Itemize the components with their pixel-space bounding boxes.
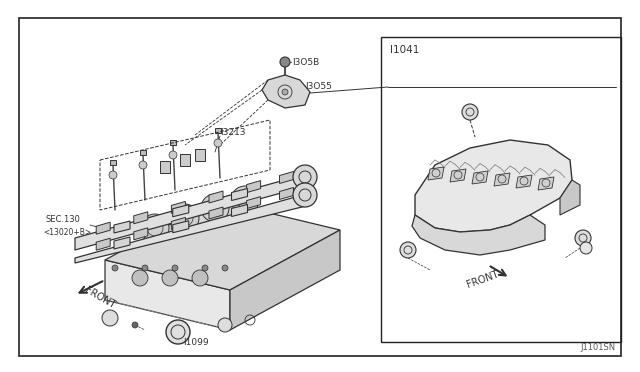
Circle shape	[201, 194, 229, 222]
Text: <13020+B>: <13020+B>	[43, 228, 91, 237]
Circle shape	[162, 270, 178, 286]
Polygon shape	[114, 237, 130, 249]
Text: FRONT: FRONT	[465, 269, 500, 289]
Circle shape	[280, 57, 290, 67]
Circle shape	[231, 186, 259, 214]
Polygon shape	[262, 75, 310, 108]
Polygon shape	[114, 221, 130, 233]
Polygon shape	[75, 173, 310, 250]
Circle shape	[171, 204, 199, 232]
Circle shape	[102, 310, 118, 326]
Text: I1041: I1041	[390, 45, 419, 55]
Text: J1101SN: J1101SN	[580, 343, 615, 352]
Circle shape	[462, 104, 478, 120]
Polygon shape	[415, 140, 572, 232]
Polygon shape	[96, 222, 110, 234]
Circle shape	[575, 230, 591, 246]
Polygon shape	[134, 228, 148, 240]
Text: FRONT: FRONT	[83, 285, 117, 310]
Polygon shape	[472, 171, 488, 184]
Circle shape	[192, 270, 208, 286]
Circle shape	[580, 242, 592, 254]
Polygon shape	[450, 169, 466, 182]
Polygon shape	[140, 150, 146, 155]
Polygon shape	[230, 230, 340, 330]
Polygon shape	[172, 201, 186, 214]
Polygon shape	[209, 207, 223, 219]
Polygon shape	[232, 205, 248, 217]
Circle shape	[214, 139, 222, 147]
Polygon shape	[160, 161, 170, 173]
Circle shape	[166, 320, 190, 344]
Polygon shape	[412, 215, 545, 255]
Polygon shape	[232, 189, 248, 201]
Polygon shape	[494, 173, 510, 186]
Polygon shape	[246, 180, 260, 193]
Circle shape	[142, 265, 148, 271]
Polygon shape	[180, 154, 190, 166]
Circle shape	[400, 242, 416, 258]
Polygon shape	[516, 175, 532, 188]
Circle shape	[202, 265, 208, 271]
Circle shape	[169, 151, 177, 159]
Polygon shape	[96, 238, 110, 250]
Text: SEC.130: SEC.130	[45, 215, 80, 224]
Polygon shape	[538, 177, 554, 190]
Polygon shape	[560, 180, 580, 215]
Circle shape	[132, 270, 148, 286]
Polygon shape	[215, 128, 221, 133]
Polygon shape	[209, 191, 223, 203]
Polygon shape	[280, 187, 294, 199]
Text: I3O55: I3O55	[305, 82, 332, 91]
Polygon shape	[173, 221, 189, 233]
Polygon shape	[246, 196, 260, 209]
Circle shape	[172, 265, 178, 271]
Polygon shape	[428, 167, 444, 180]
Text: I3213: I3213	[220, 128, 246, 137]
Circle shape	[139, 161, 147, 169]
Polygon shape	[105, 200, 340, 290]
Circle shape	[112, 265, 118, 271]
Polygon shape	[172, 217, 186, 230]
Circle shape	[109, 171, 117, 179]
Circle shape	[132, 322, 138, 328]
Polygon shape	[110, 160, 116, 165]
Polygon shape	[280, 171, 294, 183]
Circle shape	[282, 89, 288, 95]
Text: I1099: I1099	[183, 338, 209, 347]
Polygon shape	[170, 140, 176, 145]
Polygon shape	[134, 212, 148, 224]
Polygon shape	[75, 193, 310, 263]
Polygon shape	[173, 205, 189, 217]
Circle shape	[218, 318, 232, 332]
Text: I3O5B: I3O5B	[292, 58, 319, 67]
Circle shape	[141, 214, 169, 242]
Circle shape	[293, 183, 317, 207]
Polygon shape	[195, 149, 205, 161]
Circle shape	[293, 165, 317, 189]
Circle shape	[222, 265, 228, 271]
Polygon shape	[105, 260, 230, 330]
